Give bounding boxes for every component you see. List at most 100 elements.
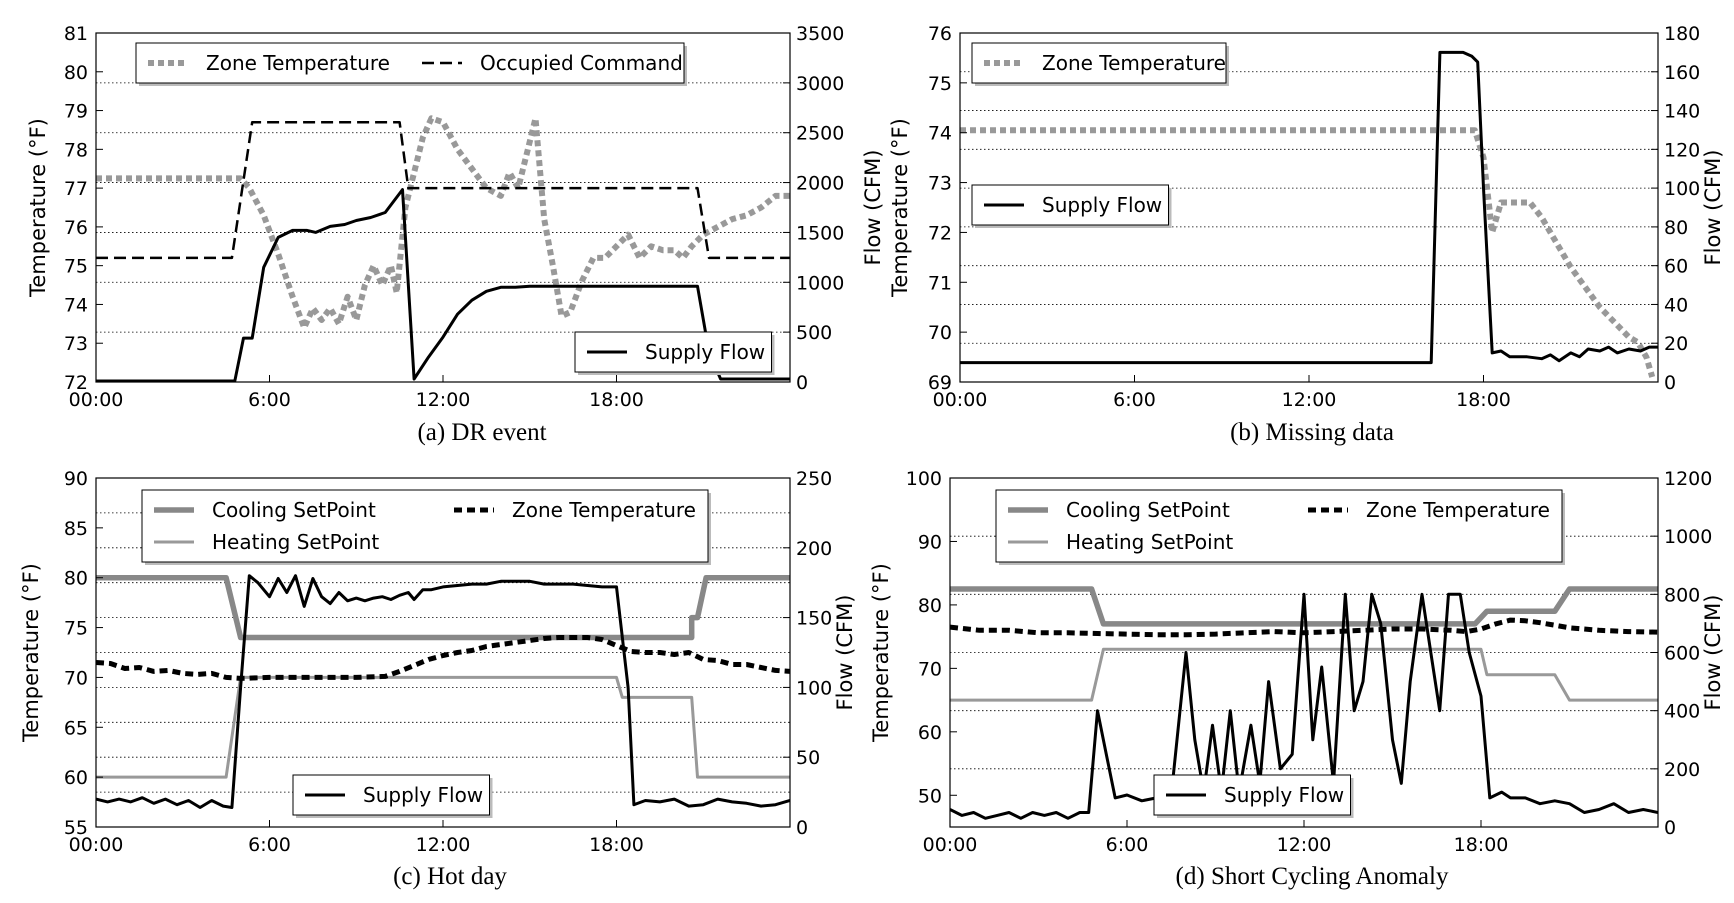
y2-tick-label: 1000 [1664,526,1712,548]
panel-caption: (c) Hot day [393,863,507,890]
legend-cooling-setpoint-zone-temperature-heating-setpoint: Cooling SetPoint Zone Temperature Heating … [995,489,1565,565]
y2-tick-label: 40 [1664,294,1688,316]
legend-label-supply-flow: Supply Flow [363,783,483,807]
x-tick-label: 18:00 [589,834,644,856]
legend-label-supply-flow: Supply Flow [645,340,765,364]
y-tick-label: 77 [64,178,88,200]
y-tick-label: 80 [64,568,88,590]
y2-axis-label: Flow (CFM) [833,595,857,711]
y2-tick-label: 500 [796,322,832,344]
y-tick-label: 80 [64,62,88,84]
y-tick-label: 74 [64,294,88,316]
x-tick-label: 12:00 [1282,389,1337,411]
y-tick-label: 75 [64,618,88,640]
y2-tick-label: 20 [1664,333,1688,355]
legend-label-zone-temperature: Zone Temperature [206,51,390,75]
legend-label-supply-flow: Supply Flow [1224,783,1344,807]
y-tick-label: 74 [928,123,952,145]
y-tick-label: 50 [918,785,942,807]
y-tick-label: 69 [928,372,952,394]
legend-label-zone-temperature: Zone Temperature [512,498,696,522]
legend-frame [141,489,709,563]
y2-tick-label: 600 [1664,643,1700,665]
series-line-supply-flow [960,50,1658,365]
y-tick-label: 70 [64,667,88,689]
chart-panel-c: 55 60 65 70 75 80 85 90 0 50 100 150 200 250 00:00 6:00… [19,468,857,890]
y-tick-label: 73 [64,333,88,355]
y2-tick-label: 800 [1664,584,1700,606]
x-tick-label: 00:00 [933,389,988,411]
y-tick-label: 80 [918,595,942,617]
series-line-zone-temperature [96,635,790,681]
x-tick-label: 12:00 [1277,834,1332,856]
x-tick-label: 6:00 [248,834,291,856]
panel-caption: (a) DR event [417,419,546,446]
y2-tick-label: 0 [1664,817,1676,839]
y-tick-label: 76 [64,217,88,239]
legend-label-zone-temperature: Zone Temperature [1366,498,1550,522]
y-tick-label: 70 [918,658,942,680]
y2-tick-label: 200 [796,538,832,560]
y-tick-label: 79 [64,101,88,123]
y-axis-label: Temperature (°F) [19,563,43,743]
x-tick-label: 00:00 [69,834,124,856]
y2-axis-label: Flow (CFM) [861,150,885,266]
x-tick-label: 12:00 [416,834,471,856]
y2-tick-label: 120 [1664,139,1700,161]
y-tick-label: 60 [918,722,942,744]
legend-supply-flow: Supply Flow [574,331,775,375]
y-tick-label: 78 [64,139,88,161]
y-tick-label: 55 [64,817,88,839]
x-tick-label: 18:00 [1456,389,1511,411]
y2-tick-label: 3500 [796,23,844,45]
y2-tick-label: 400 [1664,701,1700,723]
y-tick-label: 71 [928,272,952,294]
legend-frame [135,42,685,84]
series-line-supply-flow [950,592,1658,820]
legend-label-occupied-command: Occupied Command [480,51,683,75]
series-line-heating-setpoint [96,675,790,779]
y2-tick-label: 80 [1664,217,1688,239]
x-tick-label: 6:00 [248,389,291,411]
series-line-occupied-command [96,120,790,260]
legend-supply-flow: Supply Flow [971,184,1172,228]
y2-tick-label: 3000 [796,73,844,95]
legend-label-heating-setpoint: Heating SetPoint [1066,530,1233,554]
y-tick-label: 75 [928,73,952,95]
y2-tick-label: 140 [1664,101,1700,123]
y2-tick-label: 50 [796,747,820,769]
x-tick-label: 00:00 [923,834,978,856]
series-line-heating-setpoint [950,647,1658,702]
x-tick-label: 00:00 [69,389,124,411]
series-line-supply-flow [96,188,790,382]
y2-tick-label: 60 [1664,256,1688,278]
y-tick-label: 100 [906,468,942,490]
y-tick-label: 65 [64,717,88,739]
y2-tick-label: 200 [1664,759,1700,781]
legend-zone-temperature: Zone Temperature [971,42,1229,86]
panel-caption: (b) Missing data [1230,419,1394,446]
y-axis-label: Temperature (°F) [26,118,50,298]
y2-tick-label: 0 [796,372,808,394]
chart-panel-a: 72 73 74 75 76 77 78 79 80 81 0 500 1000 1500 2000 2500… [26,23,885,446]
y2-tick-label: 1500 [796,222,844,244]
series-line-zone-temperature [950,617,1658,638]
y-tick-label: 72 [64,372,88,394]
y2-axis-label: Flow (CFM) [1701,150,1725,266]
series-line-zone-temperature [960,127,1656,378]
y-tick-label: 81 [64,23,88,45]
y2-tick-label: 250 [796,468,832,490]
y-tick-label: 90 [64,468,88,490]
x-tick-label: 6:00 [1113,389,1156,411]
legend-supply-flow: Supply Flow [292,774,493,818]
y-tick-label: 72 [928,222,952,244]
y-axis-label: Temperature (°F) [869,563,893,743]
y2-tick-label: 0 [1664,372,1676,394]
y2-tick-label: 100 [1664,178,1700,200]
legend-supply-flow: Supply Flow [1153,774,1354,818]
panel-caption: (d) Short Cycling Anomaly [1176,863,1449,890]
y2-tick-label: 180 [1664,23,1700,45]
x-tick-label: 18:00 [589,389,644,411]
